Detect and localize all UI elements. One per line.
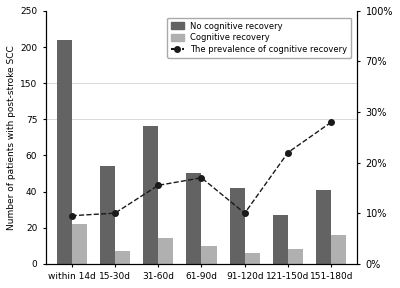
Y-axis label: Number of patients with post-stroke SCC: Number of patients with post-stroke SCC [7, 45, 16, 230]
Bar [158, 238, 173, 264]
Bar [230, 188, 245, 264]
Bar [202, 246, 217, 264]
Bar [72, 224, 87, 264]
Bar [245, 253, 260, 264]
Bar [331, 235, 346, 264]
Bar [115, 251, 130, 264]
Bar [56, 40, 72, 264]
Legend: No cognitive recovery, Cognitive recovery, The prevalence of cognitive recovery: No cognitive recovery, Cognitive recover… [167, 18, 352, 58]
Bar [273, 215, 288, 264]
Bar [143, 126, 158, 264]
Bar [100, 166, 115, 264]
Bar [288, 249, 303, 264]
Bar [316, 190, 331, 264]
Bar [186, 173, 202, 264]
